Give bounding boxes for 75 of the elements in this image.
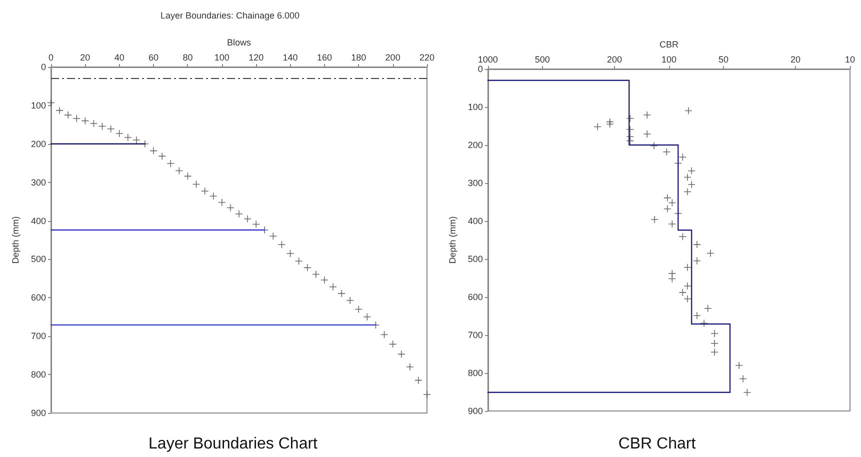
x-tick-label: 500 — [534, 54, 550, 64]
point — [424, 391, 430, 398]
point — [226, 204, 234, 212]
point — [73, 115, 80, 122]
x-axis-title: CBR — [659, 40, 679, 50]
x-tick-label: 80 — [182, 52, 193, 62]
point — [90, 120, 98, 128]
y-tick-label: 500 — [30, 254, 46, 264]
point — [338, 290, 346, 297]
x-tick-label: 50 — [718, 54, 728, 64]
y-axis-title: Depth (mm) — [10, 216, 21, 264]
point — [158, 152, 166, 160]
point — [236, 210, 242, 218]
x-tick-label: 200 — [385, 52, 400, 62]
x-axis-title: Blows — [226, 38, 252, 48]
x-tick-label: 180 — [351, 52, 366, 62]
y-tick-label: 600 — [30, 292, 46, 303]
point — [244, 215, 252, 222]
point — [48, 99, 54, 106]
point — [346, 296, 354, 304]
y-tick-label: 100 — [30, 100, 46, 110]
point — [124, 134, 132, 141]
y-tick-label: 700 — [30, 331, 46, 342]
point — [218, 198, 226, 206]
x-tick-label: 100 — [661, 54, 676, 64]
y-tick-label: 400 — [468, 216, 483, 226]
x-tick-label: 10 — [844, 54, 856, 64]
y-tick-label: 300 — [468, 178, 483, 188]
point — [330, 283, 336, 290]
x-tick-label: 120 — [248, 52, 264, 62]
point — [167, 160, 174, 167]
y-tick-label: 0 — [478, 64, 483, 74]
x-tick-label: 20 — [80, 52, 90, 62]
y-tick-label: 0 — [40, 62, 46, 72]
point — [64, 112, 72, 119]
x-tick-label: 100 — [214, 52, 230, 62]
y-tick-label: 800 — [468, 368, 483, 378]
y-axis-title: Depth (mm) — [448, 216, 458, 264]
y-tick-label: 900 — [30, 408, 46, 418]
point — [107, 125, 114, 132]
y-tick-label: 700 — [468, 330, 483, 340]
point — [132, 136, 140, 144]
point — [150, 147, 158, 154]
point — [414, 376, 422, 384]
y-tick-label: 900 — [468, 406, 483, 416]
x-tick-label: 140 — [282, 52, 298, 62]
point — [312, 270, 320, 278]
x-tick-label: 60 — [148, 52, 159, 62]
y-tick-label: 100 — [468, 102, 483, 112]
x-tick-label: 20 — [790, 54, 801, 64]
x-tick-label: 200 — [606, 54, 622, 64]
y-tick-label: 400 — [30, 216, 46, 226]
point — [252, 220, 260, 228]
point — [278, 241, 286, 248]
x-tick-label: 220 — [419, 52, 435, 62]
point — [56, 106, 64, 114]
y-tick-label: 600 — [468, 292, 483, 302]
y-tick-label: 800 — [30, 370, 46, 380]
chart-title: Layer Boundaries: Chainage 6.000 — [160, 10, 300, 20]
point — [320, 276, 328, 284]
x-tick-label: 40 — [114, 52, 124, 62]
text: Layer Boundaries Chart — [148, 436, 318, 452]
y-tick-label: 200 — [468, 140, 483, 150]
text: CBR Chart — [618, 436, 696, 452]
point — [116, 130, 123, 138]
x-tick-label: 160 — [316, 52, 332, 62]
point — [364, 313, 371, 320]
y-tick-label: 300 — [30, 177, 46, 188]
point — [380, 331, 388, 338]
y-tick-label: 200 — [30, 138, 46, 149]
point — [286, 250, 294, 257]
y-tick-label: 500 — [468, 254, 483, 264]
point — [406, 363, 414, 370]
x-tick-label: 0 — [48, 52, 54, 62]
x-tick-label: 1000 — [478, 54, 498, 64]
